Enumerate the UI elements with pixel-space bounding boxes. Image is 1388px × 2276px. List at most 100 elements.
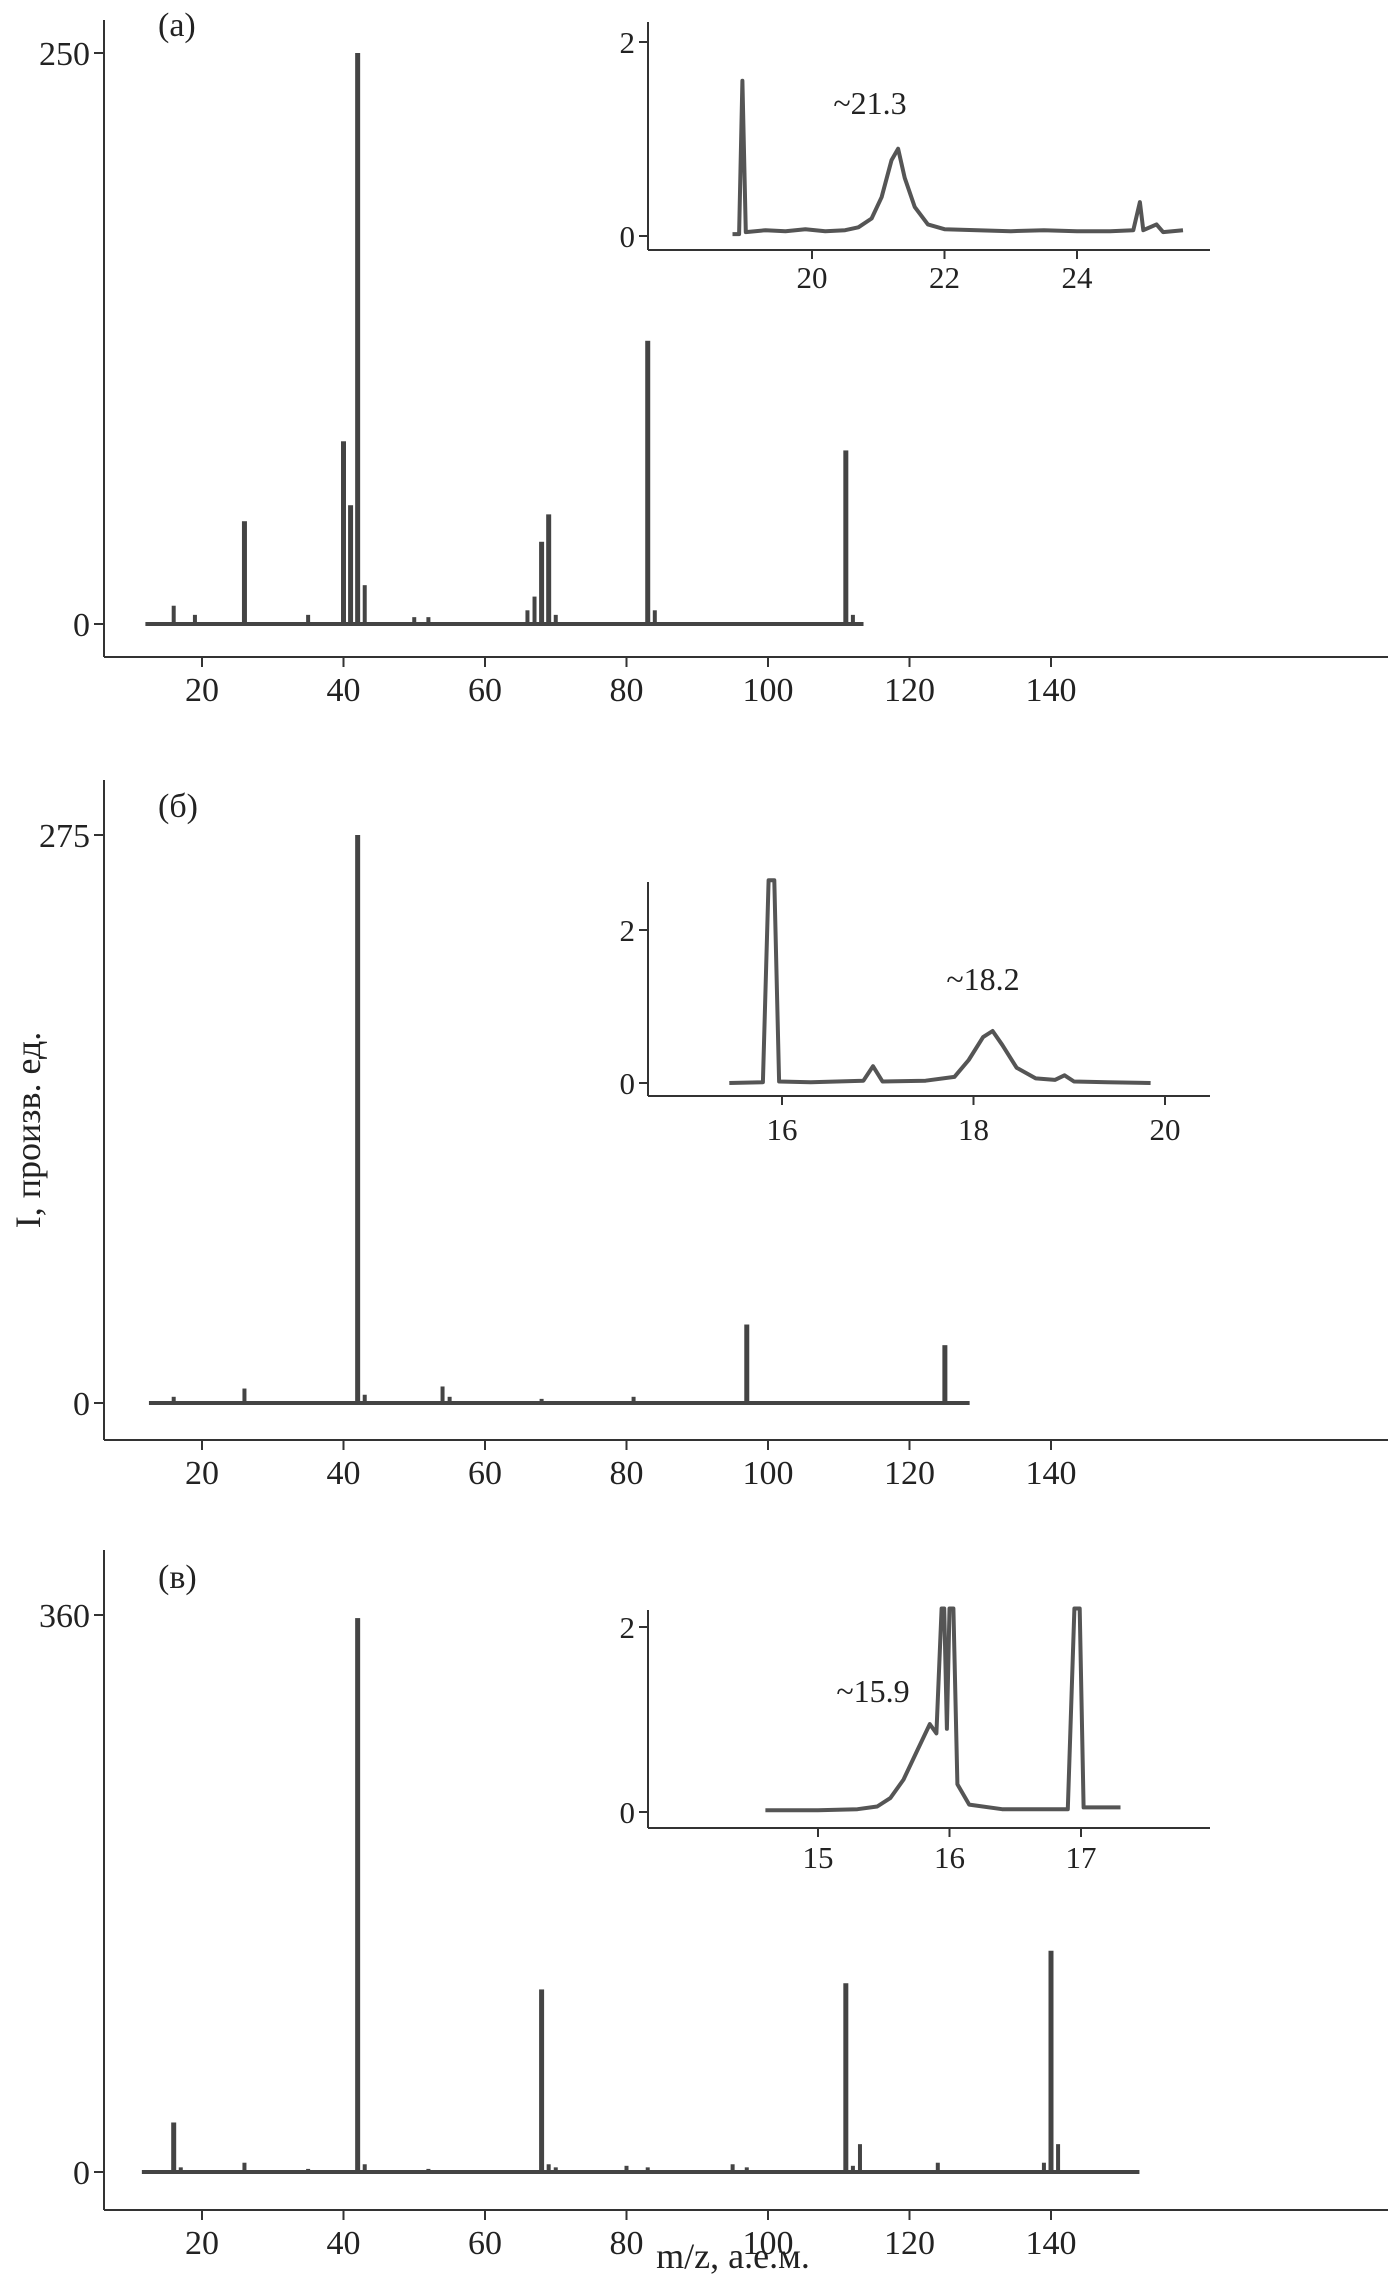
panel-c-inset-annotation: ~15.9 bbox=[836, 1673, 909, 1709]
panel-c-inset-y-tick-label: 0 bbox=[620, 1795, 636, 1830]
panel-c: (в) 0 360 20 40 60 80 100 120 140 0 2 15 16 17 ~15.9 bbox=[39, 1550, 1388, 2262]
panel-a-peak bbox=[525, 610, 530, 624]
panel-c-x-tick-label: 60 bbox=[468, 2225, 502, 2262]
panel-b-peak bbox=[744, 1324, 750, 1403]
panel-c-x-tick-label: 120 bbox=[884, 2225, 935, 2262]
panel-b-peak bbox=[942, 1345, 948, 1403]
panel-a-x-tick-label: 140 bbox=[1026, 672, 1077, 709]
panel-c-peak bbox=[645, 2167, 650, 2172]
panel-c-inset-x-tick-label: 16 bbox=[934, 1840, 965, 1875]
panel-b-peak bbox=[355, 835, 361, 1403]
panel-a-peak bbox=[241, 521, 247, 624]
panel-a-inset-y-tick-label: 2 bbox=[620, 25, 636, 60]
panel-b-inset: 0 2 16 18 20 ~18.2 bbox=[620, 878, 1210, 1147]
panel-b-peak bbox=[539, 1398, 544, 1403]
panel-a-x-tick-label: 80 bbox=[610, 672, 644, 709]
panel-a-x-tick-label: 120 bbox=[884, 672, 935, 709]
panel-c-x-tick-label: 20 bbox=[185, 2225, 219, 2262]
panel-a-peak bbox=[192, 614, 197, 624]
x-axis-title: m/z, а.е.м. bbox=[656, 2236, 810, 2276]
panel-b-x-tick-label: 80 bbox=[610, 1455, 644, 1492]
panel-b-peak bbox=[631, 1396, 636, 1403]
panel-a-inset-trace bbox=[732, 78, 1184, 237]
panel-c-inset-trace bbox=[765, 1606, 1121, 1813]
panel-a-label: (а) bbox=[158, 7, 196, 44]
panel-a-inset-x-tick-label: 20 bbox=[797, 260, 828, 295]
panel-b-inset-y-tick-label: 2 bbox=[620, 913, 636, 948]
panel-a-peak bbox=[532, 596, 537, 624]
panel-c-peak bbox=[306, 2168, 311, 2172]
panel-a-inset-x-tick-label: 22 bbox=[929, 260, 960, 295]
panel-c-x-tick-label: 40 bbox=[327, 2225, 361, 2262]
panel-c-inset: 0 2 15 16 17 ~15.9 bbox=[620, 1606, 1210, 1875]
panel-c-peak bbox=[242, 2162, 247, 2172]
panel-b-peak bbox=[242, 1388, 247, 1403]
panel-c-peak bbox=[744, 2167, 749, 2172]
panel-c-peak bbox=[730, 2164, 735, 2172]
panel-c-peak bbox=[843, 1983, 849, 2172]
panel-b: (б) 0 275 20 40 60 80 100 120 140 0 2 16 18 20 ~18.2 bbox=[39, 780, 1388, 1492]
panel-b-x-tick-label: 100 bbox=[743, 1455, 794, 1492]
panel-b-peak bbox=[440, 1386, 445, 1403]
y-axis-title: I, произв. ед. bbox=[8, 1032, 48, 1229]
panel-b-x-tick-label: 40 bbox=[327, 1455, 361, 1492]
panel-a-peak bbox=[362, 585, 367, 624]
panel-a-y-tick-label: 0 bbox=[73, 607, 90, 644]
panel-c-peak bbox=[362, 2164, 367, 2172]
panel-b-inset-annotation: ~18.2 bbox=[946, 961, 1019, 997]
panel-a-y-tick-label: 250 bbox=[39, 36, 90, 73]
panel-a: (а) 0 250 20 40 60 80 100 120 140 0 2 20 22 24 ~21.3 bbox=[39, 7, 1388, 709]
panel-a-inset: 0 2 20 22 24 ~21.3 bbox=[620, 22, 1210, 295]
panel-c-y-tick-label: 0 bbox=[73, 2155, 90, 2192]
panel-c-peak bbox=[850, 2165, 855, 2172]
panel-c-peak bbox=[539, 1989, 545, 2172]
panel-a-peak bbox=[546, 514, 552, 624]
panel-a-peak bbox=[355, 53, 361, 624]
panel-a-peak bbox=[171, 605, 176, 624]
panel-c-peak bbox=[1056, 2144, 1061, 2172]
panel-c-peak bbox=[178, 2167, 183, 2172]
panel-b-peak bbox=[171, 1396, 176, 1403]
panel-c-peak bbox=[171, 2122, 177, 2172]
panel-b-x-tick-label: 60 bbox=[468, 1455, 502, 1492]
panel-b-x-tick-label: 140 bbox=[1026, 1455, 1077, 1492]
panel-a-inset-x-tick-label: 24 bbox=[1062, 260, 1094, 295]
panel-c-inset-y-tick-label: 2 bbox=[620, 1610, 636, 1645]
panel-c-x-tick-label: 140 bbox=[1026, 2225, 1077, 2262]
panel-a-x-tick-label: 40 bbox=[327, 672, 361, 709]
panel-b-x-tick-label: 120 bbox=[884, 1455, 935, 1492]
panel-a-peak bbox=[426, 617, 431, 624]
panel-c-y-tick-label: 360 bbox=[39, 1598, 90, 1635]
panel-b-peak bbox=[447, 1396, 452, 1403]
panel-a-peak bbox=[652, 610, 657, 624]
panel-c-inset-x-tick-label: 17 bbox=[1066, 1840, 1097, 1875]
panel-a-peak bbox=[553, 614, 558, 624]
panel-c-peak bbox=[355, 1618, 361, 2172]
panel-b-inset-x-tick-label: 18 bbox=[958, 1112, 989, 1147]
panel-c-peak bbox=[857, 2144, 862, 2172]
panel-c-peak bbox=[624, 2165, 629, 2172]
panel-b-inset-y-tick-label: 0 bbox=[620, 1066, 636, 1101]
panel-c-peak bbox=[426, 2168, 431, 2172]
panel-a-x-tick-label: 60 bbox=[468, 672, 502, 709]
panel-a-peak bbox=[850, 614, 855, 624]
panel-a-peak bbox=[539, 541, 545, 624]
panel-a-peak bbox=[348, 505, 354, 624]
panel-c-peak bbox=[1041, 2162, 1046, 2172]
panel-b-peak bbox=[362, 1394, 367, 1403]
panel-a-inset-annotation: ~21.3 bbox=[833, 85, 906, 121]
panel-c-peak bbox=[553, 2167, 558, 2172]
panel-b-x-tick-label: 20 bbox=[185, 1455, 219, 1492]
panel-a-peak bbox=[843, 450, 849, 624]
panel-c-x-tick-label: 100 bbox=[743, 2225, 794, 2262]
panel-b-y-tick-label: 0 bbox=[73, 1386, 90, 1423]
panel-b-y-tick-label: 275 bbox=[39, 818, 90, 855]
panel-b-inset-x-tick-label: 16 bbox=[767, 1112, 798, 1147]
panel-c-peak bbox=[546, 2164, 551, 2172]
panel-b-inset-trace bbox=[729, 878, 1151, 1085]
panel-a-inset-y-tick-label: 0 bbox=[620, 219, 636, 254]
panel-a-peak bbox=[341, 441, 346, 624]
panel-c-inset-x-tick-label: 15 bbox=[803, 1840, 834, 1875]
panel-a-x-tick-label: 100 bbox=[743, 672, 794, 709]
